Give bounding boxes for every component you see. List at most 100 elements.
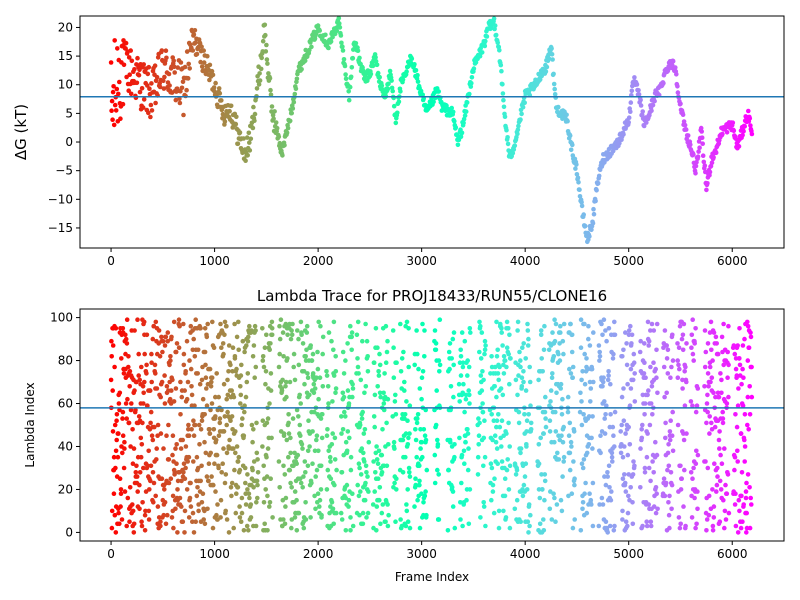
- delta-g-point: [570, 142, 575, 148]
- lambda-point: [606, 373, 611, 378]
- delta-g-point: [334, 28, 340, 34]
- lambda-point: [254, 495, 260, 501]
- lambda-point: [620, 354, 625, 359]
- delta-g-point: [688, 142, 693, 147]
- lambda-point: [253, 523, 259, 529]
- lambda-point: [398, 369, 404, 374]
- delta-g-point: [699, 129, 704, 134]
- lambda-point: [172, 470, 178, 475]
- delta-g-point: [556, 104, 561, 110]
- lambda-point: [560, 338, 566, 344]
- lambda-point: [288, 336, 294, 342]
- delta-g-point: [685, 133, 691, 138]
- lambda-point: [290, 321, 295, 327]
- lambda-point: [691, 358, 696, 363]
- lambda-point: [148, 463, 154, 469]
- lambda-point: [135, 317, 140, 323]
- lambda-point: [158, 523, 163, 529]
- delta-g-point: [512, 143, 518, 148]
- lambda-point: [348, 323, 353, 329]
- lambda-point: [714, 482, 720, 488]
- lambda-point: [132, 388, 137, 393]
- lambda-point: [584, 510, 590, 516]
- lambda-point: [540, 369, 545, 374]
- delta-g-point: [349, 65, 355, 70]
- lambda-point: [189, 427, 194, 432]
- delta-g-point: [173, 97, 179, 103]
- delta-g-point: [259, 55, 265, 61]
- lambda-point: [390, 328, 396, 333]
- lambda-point: [523, 356, 528, 361]
- delta-g-point: [222, 119, 228, 124]
- lambda-point: [219, 470, 224, 475]
- delta-g-point: [573, 166, 578, 171]
- lambda-point: [463, 392, 469, 398]
- lambda-point: [747, 384, 752, 389]
- lambda-point: [384, 463, 390, 469]
- delta-g-point: [510, 150, 516, 156]
- lambda-point: [435, 467, 440, 473]
- lambda-point: [458, 517, 463, 522]
- delta-g-point: [473, 60, 479, 65]
- lambda-point: [219, 407, 224, 413]
- lambda-point: [627, 442, 633, 447]
- delta-g-point: [210, 72, 216, 78]
- lambda-point: [646, 502, 651, 507]
- lambda-point: [457, 399, 463, 404]
- lambda-point: [224, 450, 230, 456]
- lambda-point: [211, 427, 217, 432]
- lambda-point: [391, 375, 397, 381]
- delta-g-point: [469, 75, 475, 80]
- lambda-point: [354, 332, 360, 338]
- lambda-point: [110, 343, 116, 348]
- lambda-point: [420, 369, 426, 374]
- lambda-point: [665, 467, 670, 473]
- lambda-point: [572, 482, 577, 488]
- lambda-point: [404, 502, 409, 507]
- lambda-point: [747, 525, 753, 531]
- lambda-point: [163, 521, 169, 527]
- lambda-point: [375, 345, 380, 351]
- lambda-point: [298, 401, 304, 406]
- lambda-point: [434, 388, 440, 393]
- lambda-point: [744, 530, 749, 535]
- lambda-point: [651, 504, 657, 509]
- lambda-point: [502, 358, 508, 363]
- lambda-point: [162, 500, 168, 505]
- lambda-point: [735, 448, 740, 454]
- lambda-point: [663, 435, 668, 441]
- delta-g-point: [211, 85, 217, 90]
- lambda-point: [384, 349, 390, 355]
- lambda-point: [565, 394, 571, 400]
- lambda-point: [600, 384, 605, 389]
- delta-g-point: [681, 119, 687, 124]
- lambda-point: [130, 502, 135, 507]
- lambda-point: [568, 321, 573, 327]
- lambda-point: [518, 519, 523, 524]
- delta-g-point: [390, 88, 396, 94]
- lambda-point: [528, 403, 533, 409]
- delta-g-point: [702, 163, 708, 168]
- lambda-point: [205, 321, 210, 327]
- lambda-point: [558, 497, 564, 503]
- lambda-point: [333, 390, 338, 396]
- lambda-point: [343, 495, 349, 501]
- lambda-point: [608, 497, 614, 503]
- lambda-point: [162, 487, 167, 492]
- delta-g-point: [205, 53, 210, 59]
- lambda-point: [381, 407, 387, 413]
- lambda-point: [689, 345, 694, 351]
- lambda-point: [226, 343, 232, 348]
- lambda-point: [238, 384, 243, 389]
- lambda-point: [347, 435, 352, 441]
- lambda-point: [128, 407, 134, 413]
- lambda-point: [738, 525, 744, 531]
- delta-g-point: [567, 133, 573, 138]
- lambda-point: [268, 371, 274, 376]
- lambda-point: [327, 454, 333, 460]
- lambda-point: [265, 493, 270, 499]
- lambda-point: [360, 510, 366, 516]
- lambda-point: [248, 502, 254, 507]
- lambda-point: [333, 354, 339, 359]
- lambda-point: [644, 523, 650, 529]
